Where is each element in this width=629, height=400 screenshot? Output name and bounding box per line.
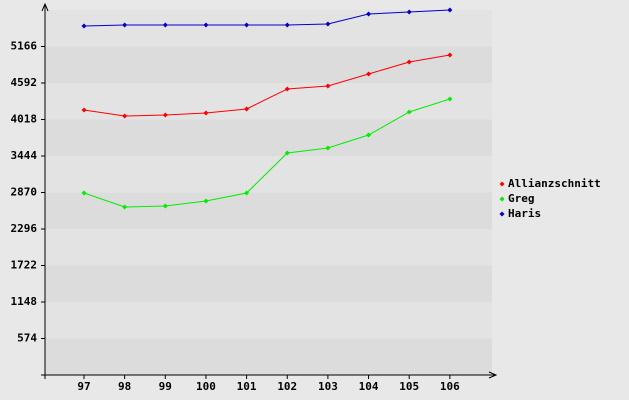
data-point xyxy=(244,22,250,28)
data-point xyxy=(406,59,412,65)
data-point xyxy=(81,107,87,113)
data-point xyxy=(284,86,290,92)
data-point xyxy=(162,22,168,28)
x-tick-label: 105 xyxy=(399,380,419,393)
data-point xyxy=(81,190,87,196)
x-tick-label: 106 xyxy=(440,380,460,393)
y-axis-arrow xyxy=(41,2,49,12)
legend-label: Haris xyxy=(508,207,541,220)
data-point xyxy=(447,96,453,102)
y-tick-label: 574 xyxy=(17,332,37,345)
grid-band xyxy=(45,302,492,339)
data-point xyxy=(325,145,331,151)
grid-band xyxy=(45,10,492,47)
y-tick-label: 5166 xyxy=(11,40,38,53)
grid-band xyxy=(45,192,492,229)
series-line xyxy=(83,9,450,27)
legend-label: Greg xyxy=(508,192,535,205)
data-point xyxy=(244,106,250,112)
data-point xyxy=(203,110,209,116)
legend-marker xyxy=(499,196,505,202)
x-tick-label: 98 xyxy=(118,380,131,393)
data-point xyxy=(162,203,168,209)
legend-label: Allianzschnitt xyxy=(508,177,601,190)
data-point xyxy=(447,7,453,13)
data-point xyxy=(162,112,168,118)
series-line xyxy=(83,98,451,208)
legend-marker xyxy=(499,211,505,217)
data-point xyxy=(284,22,290,28)
data-point xyxy=(325,21,331,27)
x-tick-label: 97 xyxy=(77,380,90,393)
grid-band xyxy=(45,156,492,193)
y-tick-label: 2870 xyxy=(11,186,38,199)
x-tick-label: 99 xyxy=(159,380,172,393)
legend-marker xyxy=(499,181,505,187)
data-point xyxy=(325,83,331,89)
data-point xyxy=(122,22,128,28)
y-tick-label: 1722 xyxy=(11,259,38,272)
data-point xyxy=(122,204,128,210)
data-point xyxy=(406,109,412,115)
y-tick-label: 4018 xyxy=(11,113,38,126)
data-point xyxy=(366,71,372,77)
data-point xyxy=(366,132,372,138)
data-point xyxy=(447,52,453,58)
grid-band xyxy=(45,83,492,120)
data-point xyxy=(81,23,87,29)
x-tick-label: 104 xyxy=(359,380,379,393)
x-tick-label: 103 xyxy=(318,380,338,393)
grid-band xyxy=(45,119,492,156)
x-axis-arrow xyxy=(488,371,498,379)
data-point xyxy=(406,9,412,15)
data-point xyxy=(244,190,250,196)
y-tick-label: 1148 xyxy=(11,295,38,308)
grid-band xyxy=(45,265,492,302)
grid-band xyxy=(45,338,492,375)
y-tick-label: 4592 xyxy=(11,76,38,89)
x-tick-label: 102 xyxy=(277,380,297,393)
grid-band xyxy=(45,46,492,83)
grid-band xyxy=(45,229,492,266)
y-tick-label: 3444 xyxy=(11,149,38,162)
data-point xyxy=(203,198,209,204)
data-point xyxy=(366,11,372,17)
series-line xyxy=(83,54,450,117)
data-point xyxy=(203,22,209,28)
x-tick-label: 100 xyxy=(196,380,216,393)
data-point xyxy=(122,113,128,119)
data-point xyxy=(284,150,290,156)
x-tick-label: 101 xyxy=(237,380,257,393)
y-tick-label: 2296 xyxy=(11,222,38,235)
